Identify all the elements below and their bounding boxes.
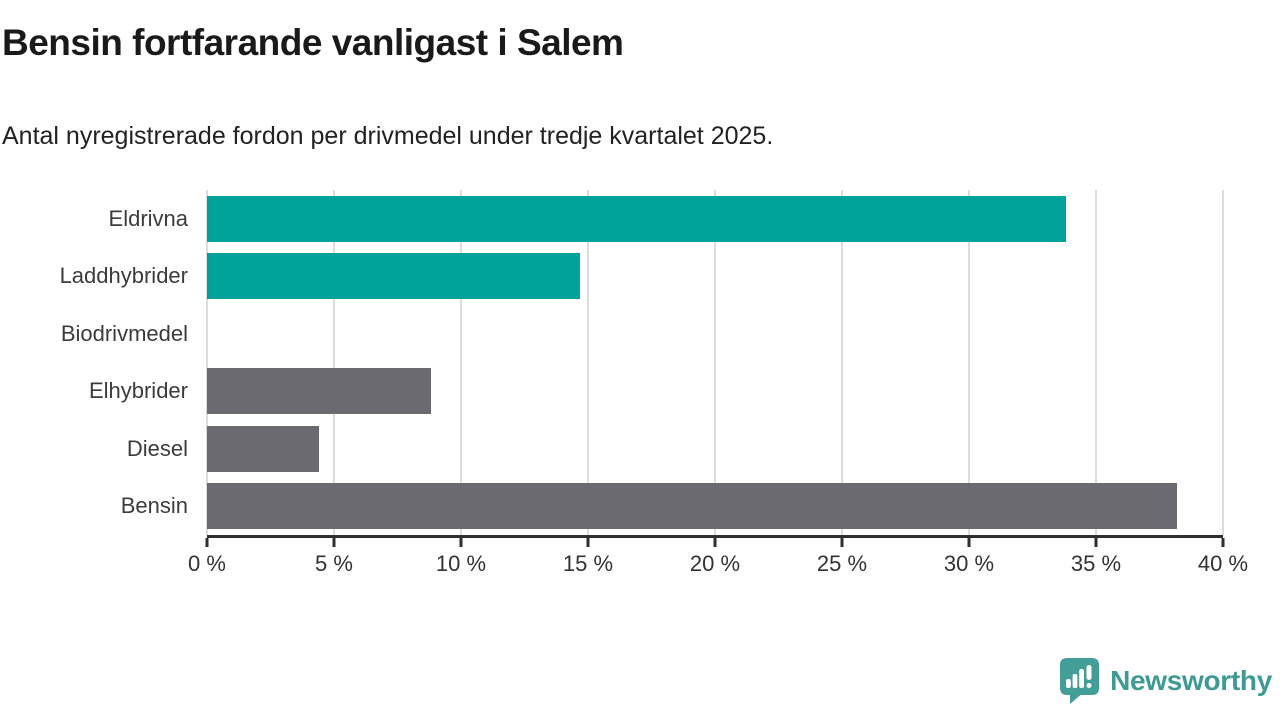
x-axis-tick [967, 538, 971, 547]
bar-chart: Eldrivna Laddhybrider Biodrivmedel Elhybrid… [0, 190, 1248, 576]
gridline [460, 190, 462, 535]
x-axis-tick-label: 25 % [816, 551, 868, 576]
bar-laddhybrider [207, 253, 581, 299]
gridline [587, 190, 589, 535]
gridline [206, 190, 208, 535]
x-axis-tick-label: 30 % [943, 551, 995, 576]
gridline [1222, 190, 1224, 535]
x-axis-tick [205, 538, 209, 547]
category-label: Bensin [120, 493, 188, 519]
x-axis-tick [332, 538, 336, 547]
x-axis-tick [1221, 538, 1225, 547]
category-label: Laddhybrider [59, 263, 188, 289]
bar-bensin [207, 483, 1178, 529]
chart-row: Diesel [127, 420, 1223, 478]
x-axis-tick-label: 5 % [315, 551, 353, 576]
x-axis-tick-label: 40 % [1197, 551, 1249, 576]
x-axis-tick [459, 538, 463, 547]
chart-title: Bensin fortfarande vanligast i Salem [2, 22, 624, 63]
chart-row: Laddhybrider [60, 248, 1223, 306]
gridline [968, 190, 970, 535]
bar-diesel [207, 425, 319, 472]
gridline [841, 190, 843, 535]
brand-wordmark: Newsworthy [1110, 664, 1272, 696]
x-axis-tick [1094, 538, 1098, 547]
x-axis-tick-label: 0 % [188, 551, 226, 576]
category-label: Elhybrider [88, 378, 188, 404]
chart-row: Biodrivmedel [61, 305, 1223, 363]
gridline [1095, 190, 1097, 535]
chart-row: Elhybrider [89, 363, 1223, 421]
bar-elhybrider [207, 368, 431, 414]
plot-area: Eldrivna Laddhybrider Biodrivmedel Elhybrid… [60, 190, 1248, 576]
x-axis-tick [586, 538, 590, 547]
x-axis-tick-label: 15 % [562, 551, 614, 576]
gridline [333, 190, 335, 535]
chart-subtitle: Antal nyregistrerade fordon per drivmede… [2, 122, 774, 150]
gridline [714, 190, 716, 535]
x-axis-tick-label: 35 % [1070, 551, 1122, 576]
x-axis-tick-label: 20 % [689, 551, 741, 576]
x-axis-tick [840, 538, 844, 547]
x-axis-tick [713, 538, 717, 547]
category-label: Eldrivna [108, 205, 188, 231]
bar-eldrivna [207, 195, 1066, 242]
category-label: Biodrivmedel [60, 320, 188, 346]
chart-row: Bensin [121, 478, 1223, 536]
chart-row: Eldrivna [109, 190, 1223, 248]
brand-mark: Newsworthy [1059, 657, 1272, 704]
newsworthy-speech-bubble-chart-icon [1059, 657, 1100, 704]
category-label: Diesel [126, 435, 188, 461]
x-axis-tick-label: 10 % [435, 551, 487, 576]
